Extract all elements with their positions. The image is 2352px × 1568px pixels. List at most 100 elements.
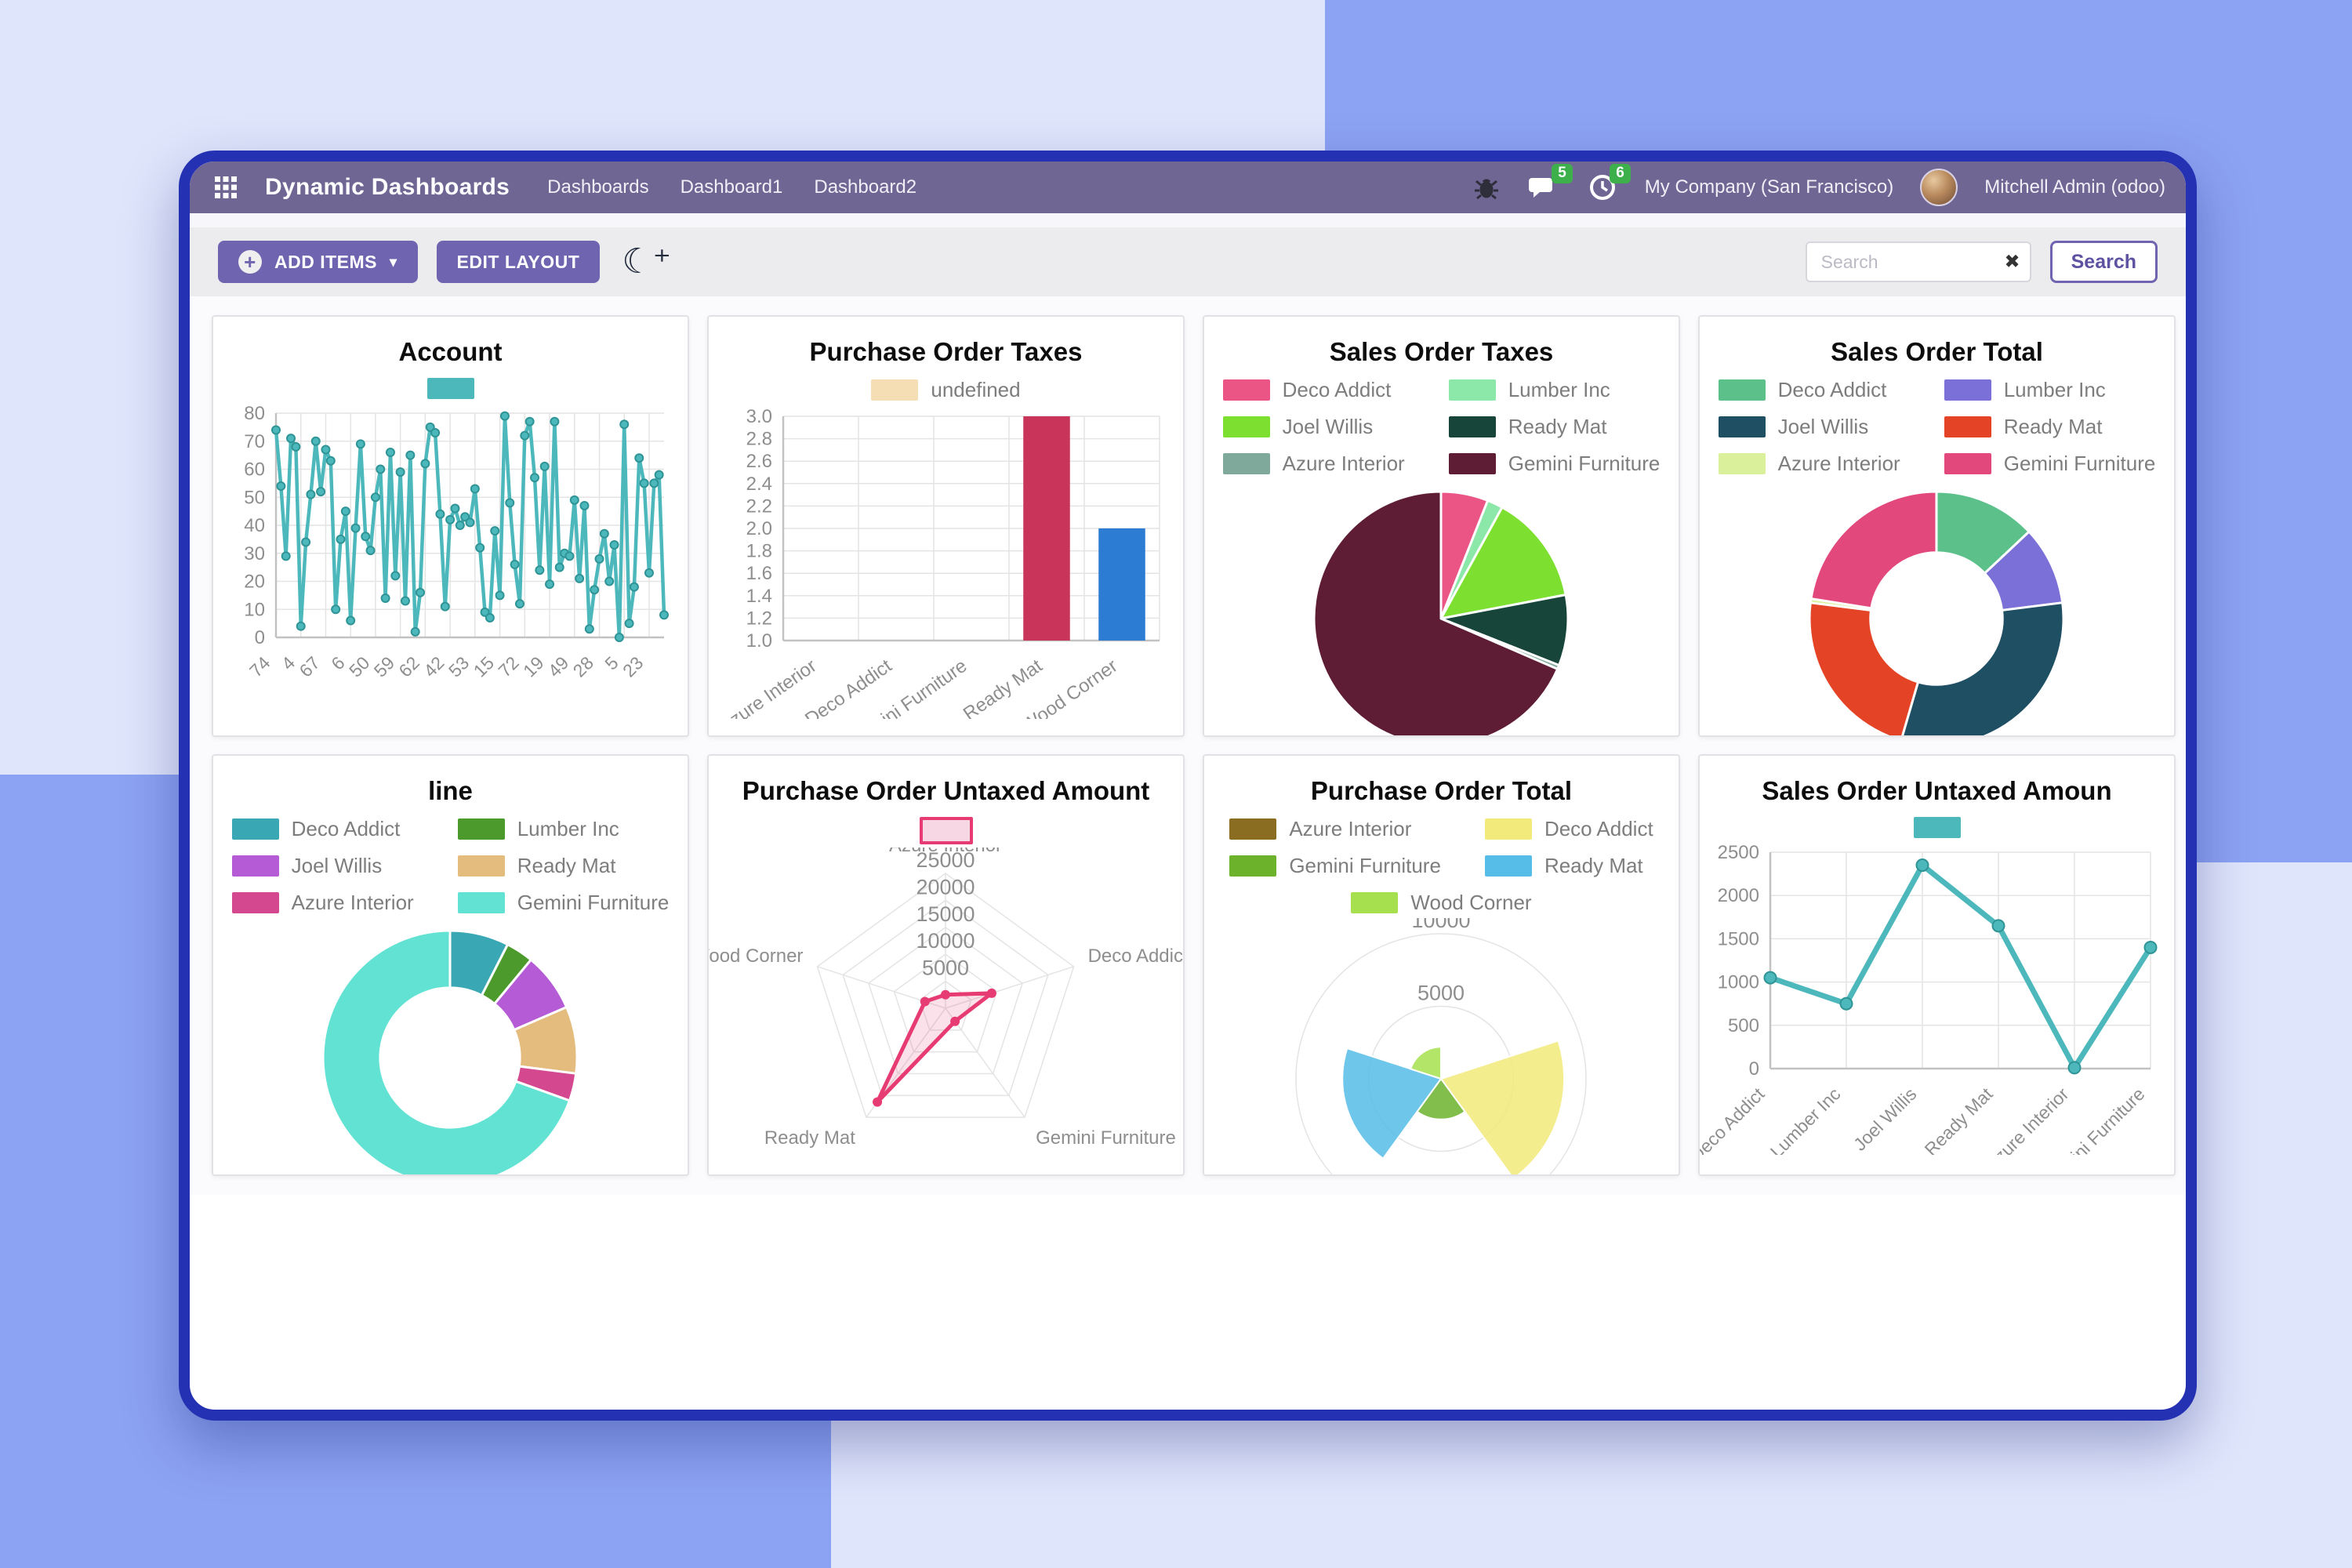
legend-item[interactable]: Azure Interior bbox=[1222, 452, 1405, 476]
legend-label: Joel Willis bbox=[1777, 415, 1869, 438]
legend-item[interactable]: Gemini Furniture bbox=[1229, 854, 1441, 878]
card-title: line bbox=[428, 776, 473, 805]
card-account: Account 0 10 20 30 40 50 60 70 80 74 4 67 6 50 59 62 42 53… bbox=[212, 315, 689, 737]
legend-swatch bbox=[426, 378, 474, 399]
legend-item[interactable]: Ready Mat bbox=[1944, 415, 2156, 439]
edit-layout-button[interactable]: EDIT LAYOUT bbox=[436, 241, 601, 283]
legend-item[interactable]: undefined bbox=[871, 378, 1021, 402]
svg-text:1.6: 1.6 bbox=[746, 563, 772, 584]
dark-mode-moon-icon[interactable]: ☾⁺ bbox=[622, 242, 671, 281]
svg-text:5: 5 bbox=[601, 652, 622, 673]
legend-label: Lumber Inc bbox=[517, 817, 619, 840]
search-input[interactable] bbox=[1805, 241, 2031, 282]
legend-item[interactable]: Lumber Inc bbox=[1448, 378, 1661, 402]
card-so-untaxed: Sales Order Untaxed Amoun 0 500 1000 1500 200… bbox=[1698, 754, 2176, 1176]
legend-item[interactable]: Azure Interior bbox=[231, 891, 414, 915]
svg-text:Lumber Inc: Lumber Inc bbox=[1766, 1083, 1845, 1155]
activity-clock-icon[interactable]: 6 bbox=[1587, 164, 1631, 203]
chart-legend: Deco Addict Lumber Inc Joel Willis Ready Ma… bbox=[1700, 378, 2174, 476]
menu-item-dashboards[interactable]: Dashboards bbox=[547, 176, 649, 198]
legend-item[interactable]: Lumber Inc bbox=[1944, 378, 2156, 402]
search-button[interactable]: Search bbox=[2049, 241, 2158, 283]
legend-label: Ready Mat bbox=[1544, 854, 1643, 877]
legend-item[interactable]: Gemini Furniture bbox=[1944, 452, 2156, 476]
svg-text:2.0: 2.0 bbox=[746, 518, 772, 539]
debug-bug-icon[interactable] bbox=[1471, 172, 1502, 203]
svg-text:1500: 1500 bbox=[1718, 928, 1759, 949]
user-menu[interactable]: Mitchell Admin (odoo) bbox=[1984, 176, 2165, 198]
svg-text:2.6: 2.6 bbox=[746, 451, 772, 472]
chart-legend: Azure Interior Deco Addict Gemini Furnitur… bbox=[1204, 817, 1679, 915]
svg-text:Azure Interior: Azure Interior bbox=[889, 848, 1002, 856]
legend-item[interactable]: Joel Willis bbox=[231, 854, 414, 878]
svg-text:1000: 1000 bbox=[1718, 972, 1759, 993]
svg-text:Gemini Furniture: Gemini Furniture bbox=[1036, 1127, 1176, 1149]
legend-swatch bbox=[1718, 379, 1766, 401]
legend-item[interactable]: Gemini Furniture bbox=[457, 891, 669, 915]
add-items-button[interactable]: + ADD ITEMS ▾ bbox=[218, 241, 418, 283]
messages-icon[interactable]: 5 bbox=[1528, 164, 1573, 203]
legend-item[interactable] bbox=[919, 817, 973, 844]
legend-item[interactable]: Ready Mat bbox=[1484, 854, 1653, 878]
apps-grid-icon[interactable] bbox=[210, 172, 241, 203]
card-title: Sales Order Total bbox=[1831, 337, 2043, 366]
card-title: Purchase Order Total bbox=[1310, 776, 1573, 805]
legend-item[interactable] bbox=[426, 378, 474, 399]
edit-layout-label: EDIT LAYOUT bbox=[456, 251, 580, 272]
plus-circle-icon: + bbox=[238, 250, 262, 274]
svg-text:Azure Interior: Azure Interior bbox=[1982, 1083, 2073, 1155]
legend-item[interactable] bbox=[1913, 817, 1961, 838]
svg-text:60: 60 bbox=[244, 459, 265, 481]
legend-item[interactable]: Ready Mat bbox=[1448, 415, 1661, 439]
svg-text:20: 20 bbox=[244, 572, 265, 593]
svg-text:10000: 10000 bbox=[1411, 918, 1470, 932]
card-po-untaxed: Purchase Order Untaxed Amount 5000 10000 15… bbox=[707, 754, 1185, 1176]
activity-badge: 6 bbox=[1610, 164, 1631, 183]
legend-label: Wood Corner bbox=[1410, 891, 1532, 914]
legend-item[interactable]: Joel Willis bbox=[1222, 415, 1405, 439]
legend-item[interactable]: Azure Interior bbox=[1718, 452, 1900, 476]
legend-label: Joel Willis bbox=[291, 854, 383, 877]
svg-text:4: 4 bbox=[278, 652, 299, 674]
svg-text:2.4: 2.4 bbox=[746, 474, 772, 495]
legend-swatch bbox=[871, 379, 919, 401]
legend-swatch bbox=[1484, 818, 1532, 840]
legend-item[interactable]: Deco Addict bbox=[1222, 378, 1405, 402]
company-switcher[interactable]: My Company (San Francisco) bbox=[1644, 176, 1894, 198]
card-so-total: Sales Order Total Deco Addict Lumber Inc Jo… bbox=[1698, 315, 2176, 737]
legend-swatch bbox=[1448, 379, 1496, 401]
legend-item[interactable]: Lumber Inc bbox=[457, 817, 670, 841]
legend-item[interactable]: Wood Corner bbox=[1351, 891, 1532, 915]
svg-text:0: 0 bbox=[255, 627, 265, 648]
legend-item[interactable]: Deco Addict bbox=[1718, 378, 1900, 402]
legend-swatch bbox=[1944, 416, 1991, 437]
legend-item[interactable]: Deco Addict bbox=[231, 817, 414, 841]
legend-item[interactable]: Joel Willis bbox=[1718, 415, 1900, 439]
legend-swatch bbox=[231, 892, 279, 913]
legend-swatch bbox=[1718, 453, 1766, 474]
legend-item[interactable]: Azure Interior bbox=[1229, 817, 1441, 841]
legend-swatch bbox=[1448, 416, 1496, 437]
legend-label: Gemini Furniture bbox=[2003, 452, 2156, 475]
legend-item[interactable]: Ready Mat bbox=[457, 854, 670, 878]
svg-text:Joel Willis: Joel Willis bbox=[1849, 1083, 1921, 1155]
app-title[interactable]: Dynamic Dashboards bbox=[265, 174, 510, 200]
chart-legend bbox=[213, 378, 688, 399]
svg-text:30: 30 bbox=[244, 543, 265, 564]
legend-swatch bbox=[231, 855, 279, 877]
legend-swatch bbox=[1229, 818, 1277, 840]
menu-item-dashboard2[interactable]: Dashboard2 bbox=[814, 176, 917, 198]
svg-text:20000: 20000 bbox=[916, 875, 975, 898]
clear-search-icon[interactable]: ✖ bbox=[2004, 251, 2020, 273]
legend-swatch bbox=[1913, 817, 1961, 838]
svg-text:28: 28 bbox=[569, 652, 597, 681]
legend-label: Lumber Inc bbox=[1508, 378, 1610, 401]
menu-item-dashboard1[interactable]: Dashboard1 bbox=[680, 176, 783, 198]
user-avatar[interactable] bbox=[1920, 169, 1958, 206]
legend-item[interactable]: Gemini Furniture bbox=[1448, 452, 1660, 476]
svg-text:0: 0 bbox=[1749, 1058, 1759, 1080]
legend-label: Ready Mat bbox=[517, 854, 616, 877]
svg-text:2000: 2000 bbox=[1718, 885, 1759, 906]
legend-item[interactable]: Deco Addict bbox=[1484, 817, 1653, 841]
